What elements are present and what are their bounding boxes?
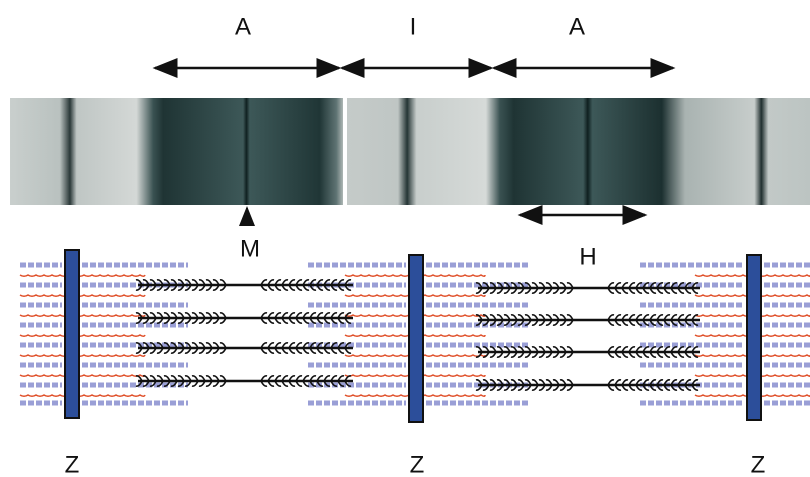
titin [19, 274, 146, 277]
myosin-heads [135, 375, 352, 387]
band-label: A [235, 13, 251, 40]
titin [19, 334, 146, 337]
myosin-heads [475, 314, 699, 326]
micrograph [10, 98, 343, 205]
z-disc [408, 254, 424, 423]
band-label: A [569, 13, 585, 40]
z-label: Z [65, 451, 80, 477]
m-label: M [240, 235, 260, 262]
band-label: I [410, 13, 417, 40]
myosin-heads [475, 282, 699, 294]
titin [19, 394, 146, 397]
myosin-heads [135, 312, 352, 324]
z-label: Z [751, 451, 766, 477]
z-disc [746, 254, 762, 421]
myosin-heads [135, 342, 352, 354]
filaments [19, 262, 810, 406]
myosin-heads [475, 346, 699, 358]
h-label: H [579, 243, 596, 270]
z-label: Z [410, 451, 425, 477]
titin [19, 314, 146, 317]
titin [19, 374, 146, 377]
micrograph [347, 98, 810, 205]
titin [19, 354, 146, 357]
titin [19, 294, 146, 297]
myosin-heads [135, 279, 352, 291]
z-disc [64, 249, 80, 419]
myosin-heads [475, 379, 699, 391]
